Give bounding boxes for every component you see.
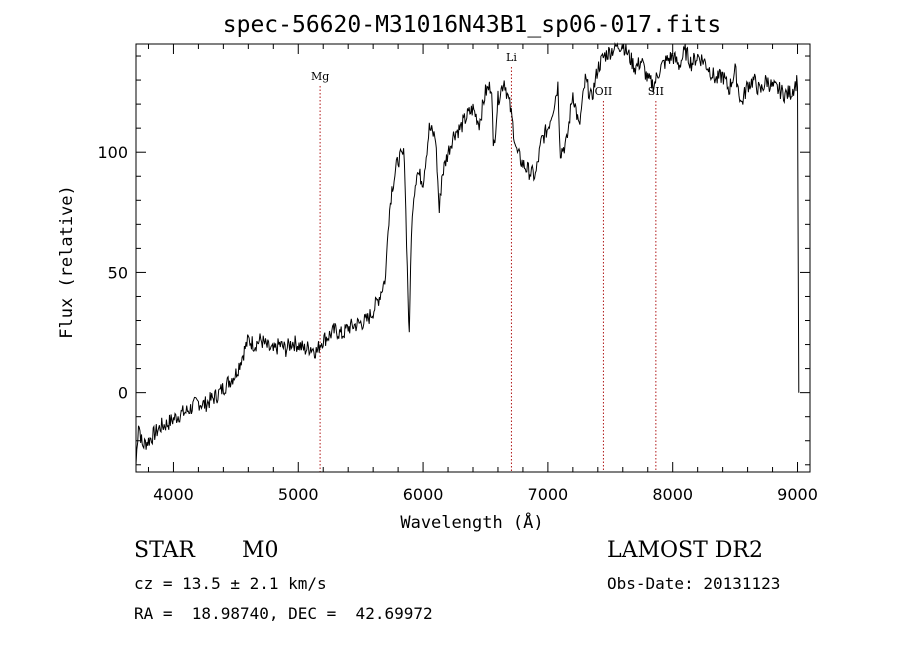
- x-tick-label: 9000: [777, 485, 818, 504]
- marker-label-sii: SII: [648, 85, 664, 98]
- plot-axes: 4000 5000 6000 7000 8000 9000 0 50 100: [97, 43, 818, 504]
- y-tick-label: 50: [108, 263, 128, 282]
- marker-label-oii: OII: [595, 85, 613, 98]
- x-tick-label: 5000: [278, 485, 319, 504]
- marker-label-li: Li: [506, 51, 517, 64]
- spectral-line-markers: Mg Li OII SII: [311, 51, 664, 472]
- object-subclass: M0: [242, 538, 279, 563]
- x-tick-label: 8000: [652, 485, 693, 504]
- sky-coordinates: RA = 18.98740, DEC = 42.69972: [134, 604, 433, 623]
- y-tick-label: 0: [118, 384, 128, 403]
- chart-title: spec-56620-M31016N43B1_sp06-017.fits: [223, 12, 722, 38]
- x-axis-title: Wavelength (Å): [400, 511, 543, 533]
- y-tick-label: 100: [97, 143, 128, 162]
- x-tick-label: 4000: [153, 485, 194, 504]
- redshift-velocity: cz = 13.5 ± 2.1 km/s: [134, 574, 327, 593]
- object-class: STAR: [134, 538, 195, 563]
- flux-line: [135, 42, 800, 465]
- x-tick-label: 6000: [403, 485, 444, 504]
- flux-series: [135, 42, 800, 465]
- survey-name: LAMOST DR2: [607, 538, 763, 563]
- x-tick-label: 7000: [528, 485, 569, 504]
- observation-date: Obs-Date: 20131123: [607, 574, 781, 593]
- y-axis-title: Flux (relative): [57, 185, 77, 339]
- marker-label-mg: Mg: [311, 70, 329, 83]
